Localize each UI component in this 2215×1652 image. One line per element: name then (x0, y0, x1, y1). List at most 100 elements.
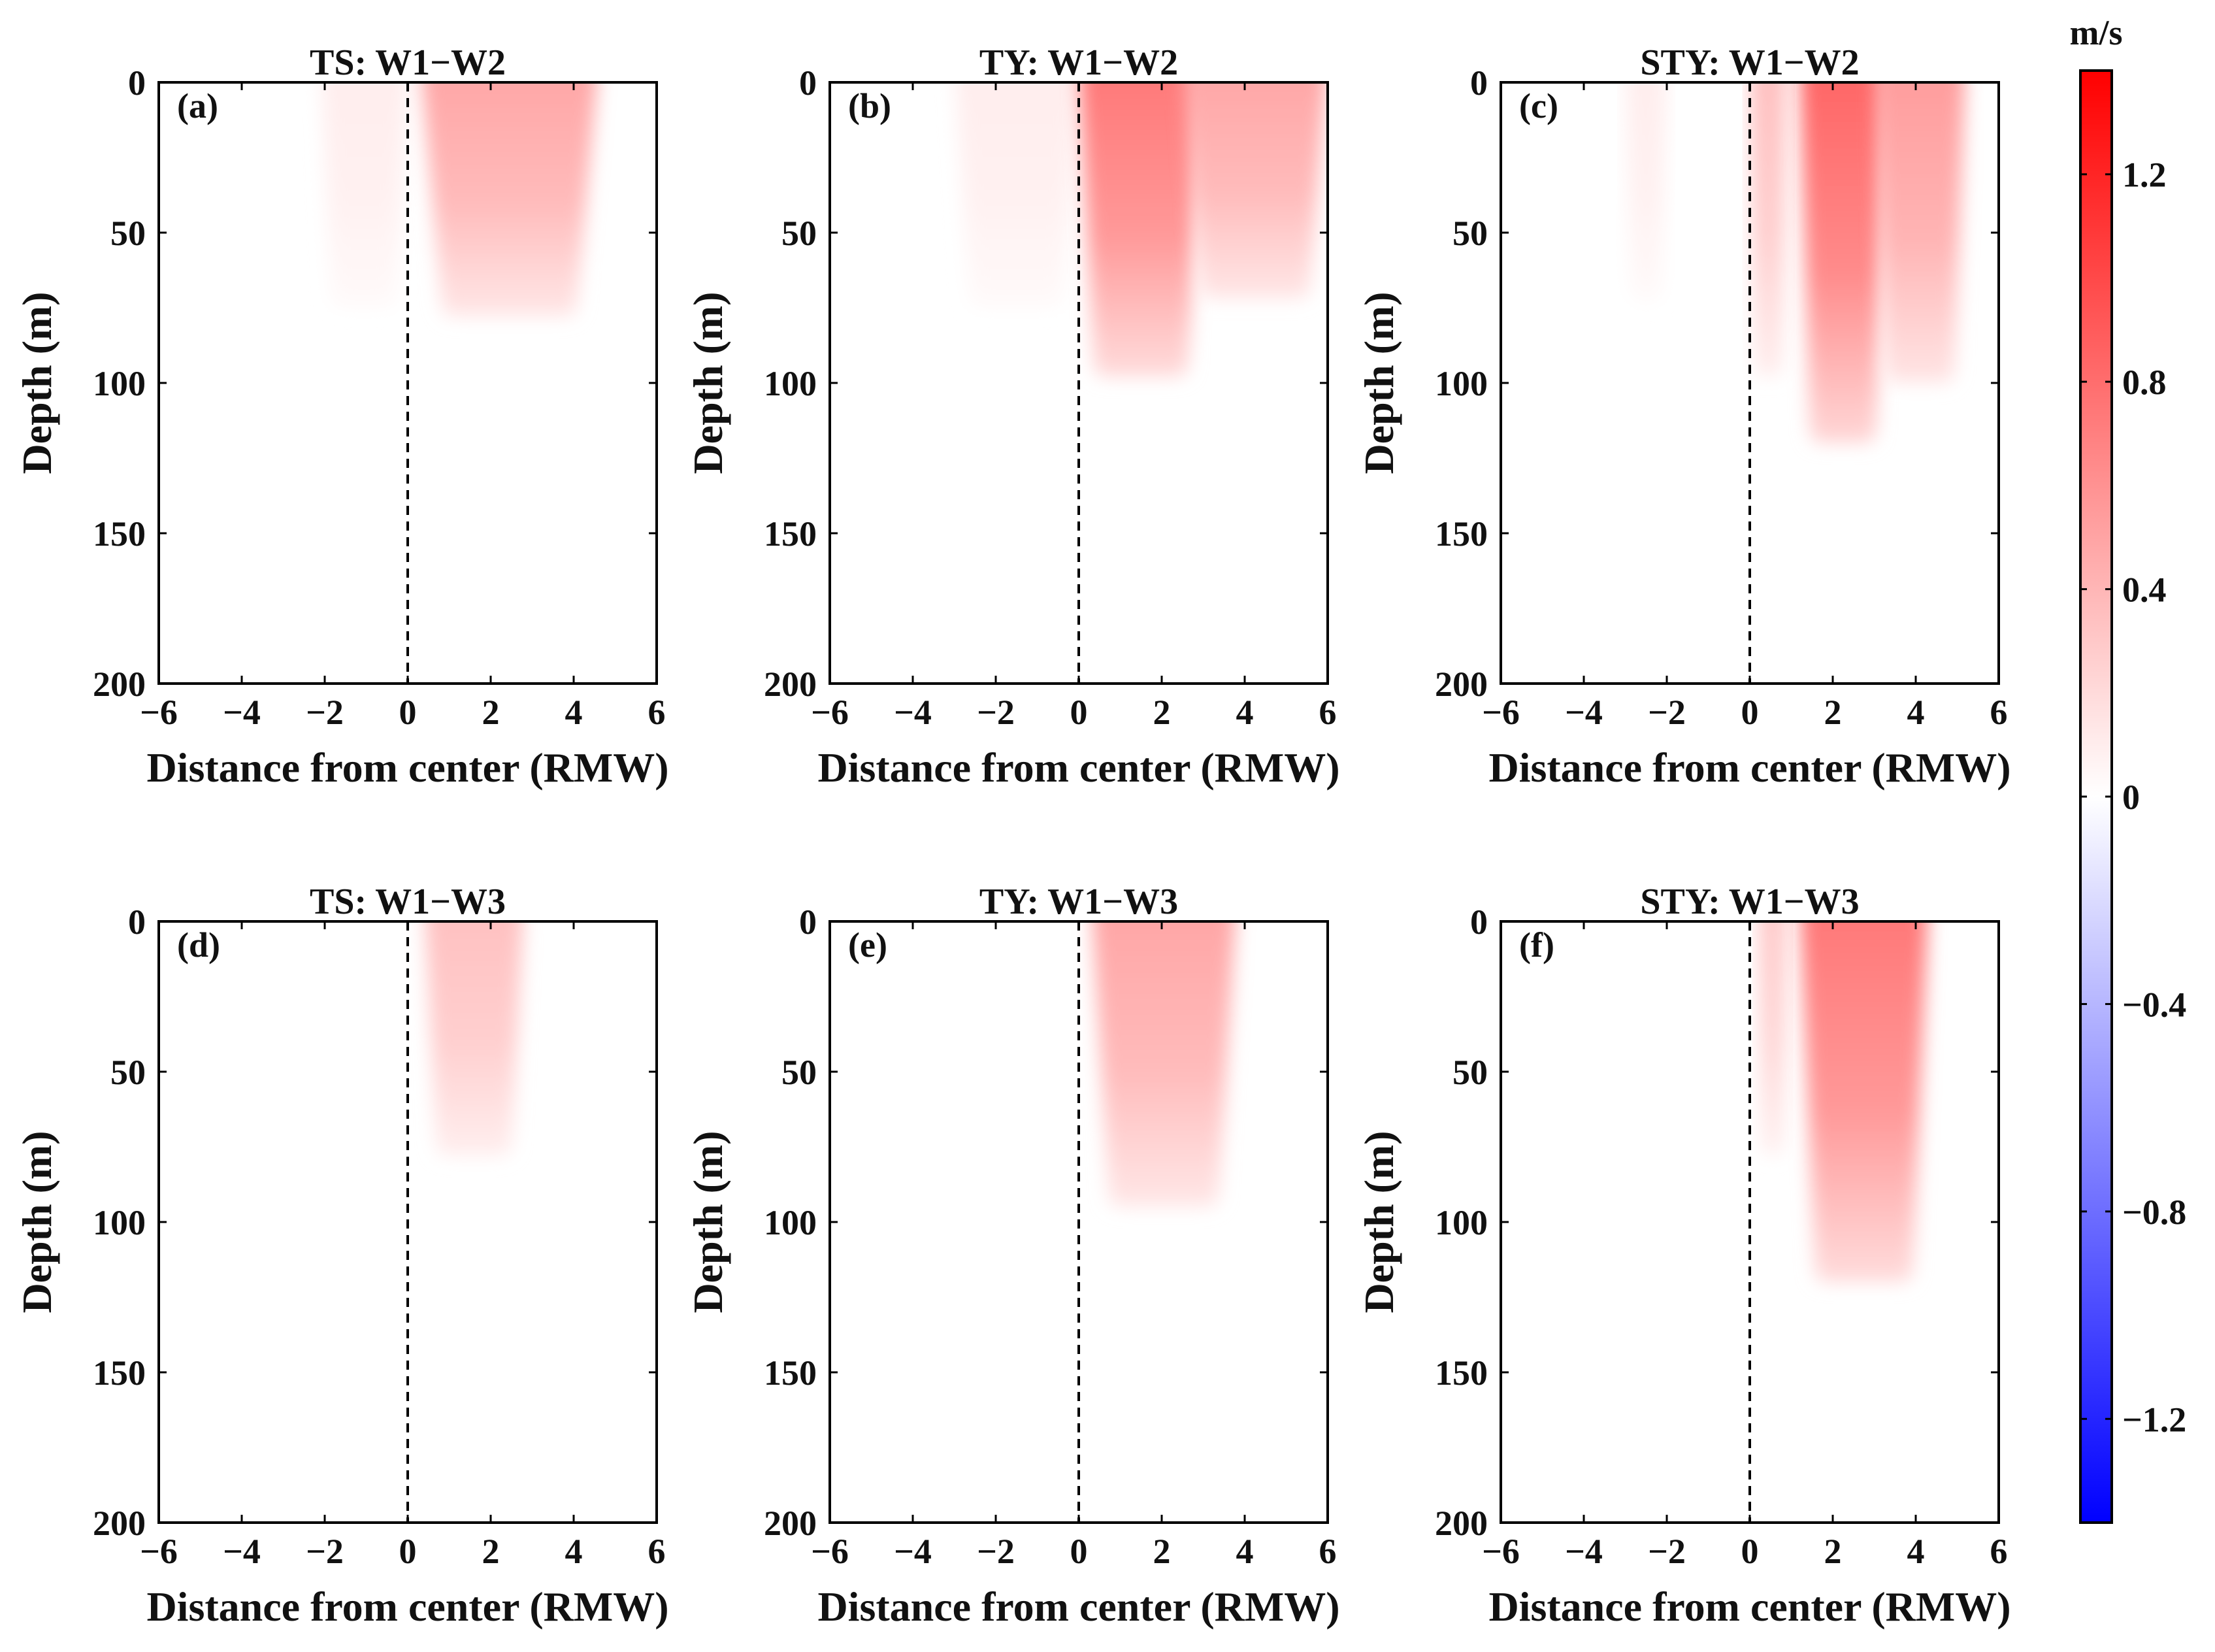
y-tick-label: 200 (764, 1504, 817, 1543)
y-axis-label: Depth (m) (14, 291, 60, 474)
x-tick-label: 2 (1824, 1532, 1842, 1571)
x-tick-label: 0 (1741, 693, 1759, 732)
panel-title: TY: W1−W3 (979, 882, 1178, 922)
x-axis-label: Distance from center (RMW) (1488, 744, 2010, 791)
x-tick-label: 4 (1236, 1532, 1254, 1571)
y-axis-label: Depth (m) (685, 291, 731, 474)
y-tick-label: 150 (764, 514, 817, 553)
x-tick-label: 4 (1236, 693, 1254, 732)
y-tick-label: 50 (1452, 1053, 1488, 1092)
field-blob (1758, 921, 1787, 1156)
panel-title: TY: W1−W2 (979, 42, 1178, 83)
x-tick-label: 4 (565, 1532, 583, 1571)
panel-label: (e) (848, 925, 887, 965)
y-tick-label: 150 (764, 1353, 817, 1393)
y-tick-label: 200 (764, 665, 817, 704)
y-axis-label: Depth (m) (685, 1131, 731, 1313)
colorbar-tick-label: 1.2 (2122, 156, 2167, 195)
x-tick-label: −2 (977, 693, 1015, 732)
y-tick-label: 100 (764, 1203, 817, 1242)
x-tick-label: −2 (306, 693, 344, 732)
y-tick-label: 150 (1435, 1353, 1488, 1393)
x-tick-label: −2 (1648, 1532, 1686, 1571)
x-tick-label: 6 (1990, 693, 2008, 732)
x-tick-label: 2 (1824, 693, 1842, 732)
colorbar-tick-label: −0.4 (2122, 985, 2186, 1024)
colorbar: 1.2 0.8 0.4 0 −0.4 −0.8 −1.2 m/s (2070, 13, 2186, 1524)
field (1092, 921, 1236, 1207)
x-tick-label: 6 (648, 693, 666, 732)
x-tick-label: −4 (223, 693, 261, 732)
x-tick-label: −4 (894, 1532, 932, 1571)
x-tick-label: −4 (894, 693, 932, 732)
y-tick-label: 0 (128, 63, 146, 103)
x-tick-label: −2 (1648, 693, 1686, 732)
x-tick-label: −6 (1482, 1532, 1520, 1571)
x-tick-label: 2 (1153, 1532, 1171, 1571)
y-tick-label: 200 (93, 665, 146, 704)
y-axis-label: Depth (m) (14, 1131, 60, 1313)
x-tick-label: −6 (140, 1532, 178, 1571)
panel-title: TS: W1−W3 (310, 882, 506, 922)
y-tick-label: 150 (93, 514, 146, 553)
field (955, 82, 1326, 377)
x-tick-label: 4 (1907, 1532, 1925, 1571)
x-tick-label: 0 (1741, 1532, 1759, 1571)
y-tick-label: 100 (93, 1203, 146, 1242)
field-blob (1750, 82, 1787, 377)
x-tick-label: 0 (399, 693, 417, 732)
panel-e: −6 −4 −2 0 2 4 6 0 50 100 150 200 TY: W1−W3 (e) Distan… (685, 882, 1340, 1630)
y-tick-label: 50 (110, 214, 146, 253)
y-tick-label: 0 (128, 902, 146, 942)
colorbar-tick-label: 0.4 (2122, 570, 2167, 610)
y-tick-label: 200 (1435, 665, 1488, 704)
y-axis-label: Depth (m) (1356, 1131, 1402, 1313)
x-axis-label: Distance from center (RMW) (1488, 1583, 2010, 1630)
y-tick-label: 50 (781, 214, 817, 253)
y-tick-label: 150 (93, 1353, 146, 1393)
y-tick-label: 50 (781, 1053, 817, 1092)
x-tick-label: −4 (223, 1532, 261, 1571)
y-tick-label: 200 (93, 1504, 146, 1543)
colorbar-tick-label: 0 (2122, 778, 2140, 817)
x-axis-label: Distance from center (RMW) (817, 1583, 1339, 1630)
field-blob (1626, 82, 1667, 302)
x-tick-label: 6 (648, 1532, 666, 1571)
x-tick-label: −6 (811, 1532, 849, 1571)
field (1758, 921, 1928, 1282)
x-tick-label: 2 (482, 693, 500, 732)
panel-f: −6 −4 −2 0 2 4 6 0 50 100 150 200 STY: W1−W3 (f) Dista… (1356, 882, 2011, 1630)
y-tick-label: 100 (1435, 1203, 1488, 1242)
y-tick-label: 0 (1470, 63, 1488, 103)
field (425, 921, 523, 1156)
y-tick-label: 100 (93, 364, 146, 403)
x-tick-label: −4 (1565, 1532, 1603, 1571)
y-tick-label: 0 (799, 902, 817, 942)
x-tick-label: 4 (565, 693, 583, 732)
x-tick-label: 6 (1990, 1532, 2008, 1571)
panel-title: TS: W1−W2 (310, 42, 506, 83)
field-blob (425, 921, 523, 1156)
x-tick-label: 0 (399, 1532, 417, 1571)
panel-title: STY: W1−W3 (1640, 882, 1859, 922)
panel-c: −6 −4 −2 0 2 4 6 0 50 100 150 200 STY: W1−W2 (c) Dista… (1356, 42, 2011, 791)
x-tick-label: 4 (1907, 693, 1925, 732)
y-tick-label: 0 (799, 63, 817, 103)
field (321, 82, 597, 317)
y-tick-label: 100 (1435, 364, 1488, 403)
x-tick-label: 6 (1319, 693, 1337, 732)
colorbar-tick-label: 0.8 (2122, 363, 2167, 402)
field-blob (955, 82, 1078, 308)
x-tick-label: −6 (811, 693, 849, 732)
panel-title: STY: W1−W2 (1640, 42, 1859, 83)
x-tick-label: −2 (306, 1532, 344, 1571)
x-tick-label: −6 (140, 693, 178, 732)
field-blob (1800, 921, 1928, 1282)
x-tick-label: −6 (1482, 693, 1520, 732)
x-tick-label: 0 (1070, 693, 1088, 732)
y-tick-label: 50 (1452, 214, 1488, 253)
field-blob (1800, 82, 1886, 443)
field-blob (1079, 82, 1203, 377)
